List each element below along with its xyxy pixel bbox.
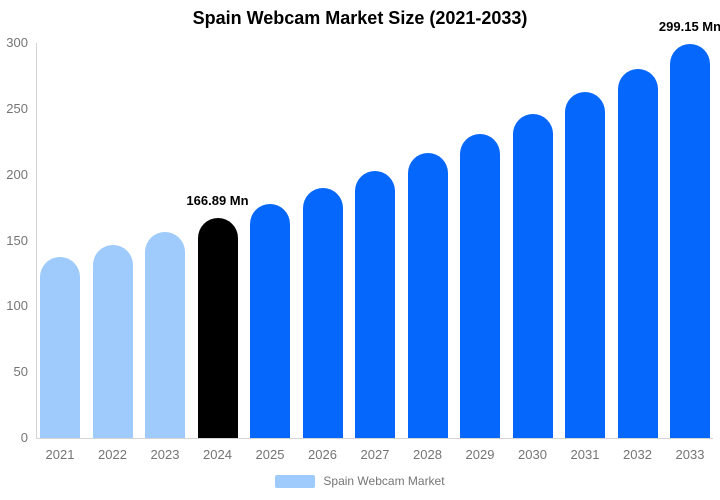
chart-title: Spain Webcam Market Size (2021-2033)	[192, 8, 528, 28]
bar-2033[interactable]	[670, 44, 710, 438]
legend-item[interactable]: Spain Webcam Market	[0, 475, 720, 488]
x-axis-line	[36, 438, 713, 439]
y-tick-label: 150	[6, 232, 28, 248]
bar-2030[interactable]	[512, 113, 553, 438]
x-tick-label: 2031	[570, 447, 600, 462]
x-tick-label: 2023	[150, 447, 180, 462]
bar-2021[interactable]	[40, 257, 80, 438]
bar-2026[interactable]	[302, 187, 343, 438]
y-axis-line	[36, 43, 37, 438]
x-tick-label: 2026	[308, 447, 337, 462]
bar-value-label: 166.89 Mn	[186, 193, 249, 209]
legend-label: Spain Webcam Market	[323, 474, 445, 488]
y-tick-label: 50	[13, 364, 28, 380]
x-tick-label: 2021	[45, 447, 75, 462]
bar-2031[interactable]	[565, 91, 605, 438]
bar-2027[interactable]	[355, 171, 395, 438]
y-tick-label: 0	[20, 430, 28, 445]
bar-value-label: 299.15 Mn	[658, 19, 720, 35]
y-tick-label: 100	[6, 298, 28, 314]
bar-2025[interactable]	[250, 203, 290, 438]
y-tick-label: 250	[6, 100, 28, 116]
bar-2032[interactable]	[617, 68, 658, 438]
x-tick-label: 2030	[518, 447, 547, 462]
x-tick-label: 2022	[98, 447, 127, 462]
bar-2029[interactable]	[460, 134, 500, 438]
x-tick-label: 2028	[413, 447, 442, 462]
x-tick-label: 2027	[360, 447, 390, 462]
bar-2022[interactable]	[92, 244, 133, 438]
x-tick-label: 2024	[203, 447, 232, 462]
x-tick-label: 2033	[675, 447, 705, 462]
bar-2028[interactable]	[407, 153, 448, 438]
y-tick-label: 200	[6, 166, 28, 182]
bar-2023[interactable]	[145, 232, 185, 438]
x-tick-label: 2025	[255, 447, 285, 462]
y-tick-label: 300	[6, 35, 28, 50]
bar-2024[interactable]	[197, 218, 238, 438]
x-tick-label: 2032	[623, 447, 652, 462]
legend-swatch	[275, 475, 316, 488]
x-tick-label: 2029	[465, 447, 495, 462]
